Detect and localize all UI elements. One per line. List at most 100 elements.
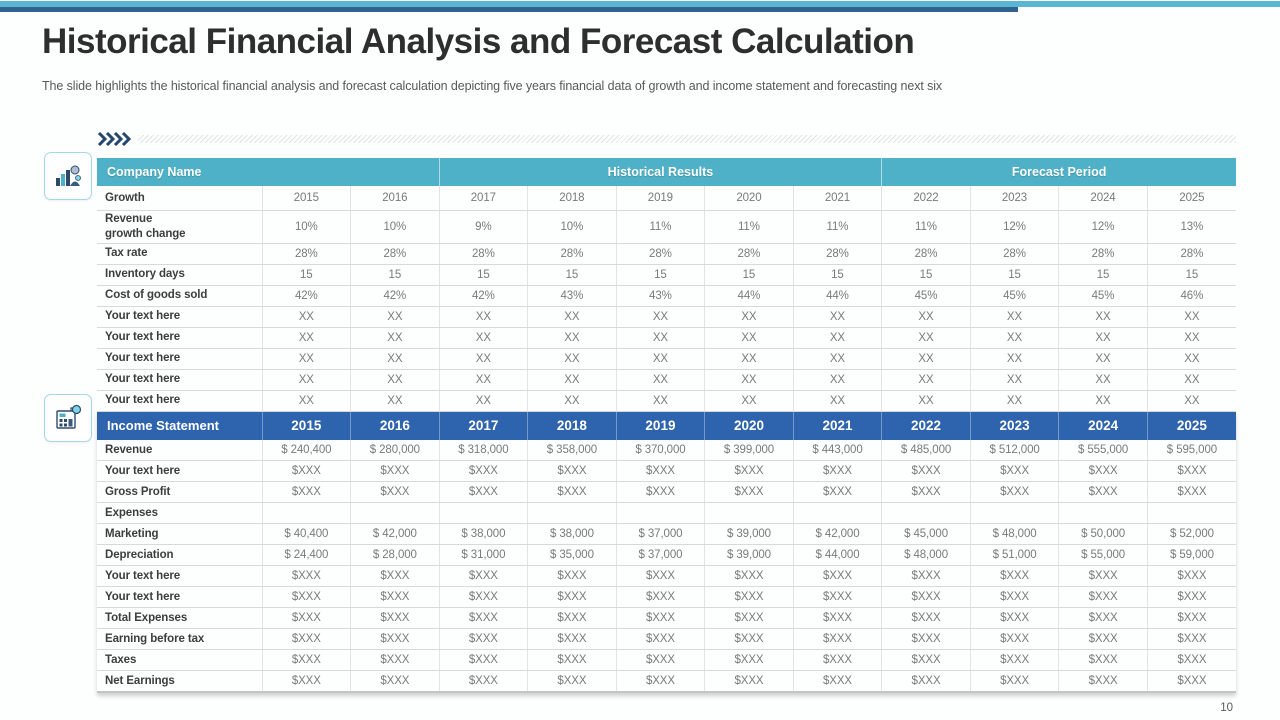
value-cell: $ 31,000 — [438, 544, 528, 566]
value-cell: $XXX — [969, 565, 1059, 587]
row-label: Total Expenses — [97, 607, 263, 629]
value-cell: XX — [438, 306, 528, 328]
value-cell: 10% — [261, 210, 351, 244]
value-cell: XX — [1058, 327, 1148, 349]
value-cell: $XXX — [615, 586, 705, 608]
value-cell — [792, 502, 882, 524]
value-cell: $XXX — [438, 586, 528, 608]
value-cell: 15 — [615, 264, 705, 286]
value-cell — [615, 502, 705, 524]
row-label: Inventory days — [97, 264, 263, 286]
table-row: Your text here $XXX $XXX $XXX $XXX $XXX $XXX $X… — [97, 586, 1236, 608]
value-cell: $XXX — [350, 649, 440, 671]
value-cell: 15 — [881, 264, 971, 286]
growth-table-body: Growth 2015 2016 2017 2018 2019 2020 2021 2022 20… — [97, 186, 1236, 412]
table-row: Tax rate 28% 28% 28% 28% 28% 28% 28% 28% 28% 28% 28… — [97, 243, 1236, 265]
income-table-header-row: Income Statement 2015 2016 2017 2018 2019 202… — [97, 411, 1236, 440]
year-cell: 2018 — [527, 186, 617, 211]
value-cell: $XXX — [969, 481, 1059, 503]
value-cell: $XXX — [1146, 628, 1236, 650]
value-cell: $XXX — [261, 628, 351, 650]
row-label: Revenue — [97, 439, 263, 461]
table-section-header-company: Company Name — [97, 158, 440, 186]
value-cell: $XXX — [1146, 460, 1236, 482]
growth-table-header-row: Company Name Historical Results Forecast… — [97, 158, 1236, 186]
value-cell: $XXX — [704, 460, 794, 482]
table-row: Revenue growth change 10% 10% 9% 10% 11% 11% 11… — [97, 210, 1236, 244]
value-cell: $XXX — [527, 481, 617, 503]
row-label: Earning before tax — [97, 628, 263, 650]
value-cell: 11% — [792, 210, 882, 244]
value-cell: $XXX — [881, 649, 971, 671]
table-row: Total Expenses $XXX $XXX $XXX $XXX $XXX $XXX $X… — [97, 607, 1236, 629]
value-cell: 28% — [704, 243, 794, 265]
value-cell: $ 52,000 — [1146, 523, 1236, 545]
row-label: Depreciation — [97, 544, 263, 566]
value-cell: $ 555,000 — [1058, 439, 1148, 461]
page-subtitle: The slide highlights the historical fina… — [42, 79, 943, 93]
row-label: Your text here — [97, 390, 263, 412]
value-cell: XX — [261, 390, 351, 412]
row-label: Your text here — [97, 565, 263, 587]
value-cell: $XXX — [615, 481, 705, 503]
value-cell: 45% — [1058, 285, 1148, 307]
row-label: Expenses — [97, 502, 263, 524]
growth-analysis-icon — [44, 152, 92, 200]
value-cell: $XXX — [1058, 565, 1148, 587]
value-cell: 28% — [527, 243, 617, 265]
year-header-cell: 2017 — [438, 411, 528, 440]
value-cell: $XXX — [527, 628, 617, 650]
value-cell: 13% — [1146, 210, 1236, 244]
value-cell: 15 — [792, 264, 882, 286]
value-cell: 46% — [1146, 285, 1236, 307]
table-row: Gross Profit $XXX $XXX $XXX $XXX $XXX $XXX $XXX… — [97, 481, 1236, 503]
value-cell: XX — [969, 327, 1059, 349]
value-cell: $XXX — [1058, 607, 1148, 629]
row-label: Your text here — [97, 586, 263, 608]
value-cell: $XXX — [438, 628, 528, 650]
value-cell: XX — [792, 327, 882, 349]
value-cell: XX — [615, 390, 705, 412]
value-cell: 42% — [438, 285, 528, 307]
value-cell: XX — [704, 327, 794, 349]
value-cell: $XXX — [1058, 628, 1148, 650]
value-cell: $ 48,000 — [969, 523, 1059, 545]
value-cell: $XXX — [350, 481, 440, 503]
value-cell: $XXX — [881, 607, 971, 629]
year-header-cell: 2023 — [969, 411, 1059, 440]
table-row: Your text here XX XX XX XX XX XX XX XX XX XX XX — [97, 369, 1236, 391]
value-cell — [881, 502, 971, 524]
value-cell: $XXX — [438, 481, 528, 503]
row-label: Net Earnings — [97, 670, 263, 693]
value-cell: $XXX — [350, 586, 440, 608]
table-row: Your text here XX XX XX XX XX XX XX XX XX XX XX — [97, 348, 1236, 370]
value-cell: $XXX — [350, 607, 440, 629]
value-cell: $XXX — [615, 628, 705, 650]
year-header-cell: 2015 — [261, 411, 351, 440]
value-cell: $XXX — [527, 460, 617, 482]
value-cell: $XXX — [1058, 460, 1148, 482]
value-cell: $XXX — [615, 670, 705, 693]
value-cell: $ 370,000 — [615, 439, 705, 461]
value-cell: $ 51,000 — [969, 544, 1059, 566]
value-cell: $XXX — [969, 607, 1059, 629]
value-cell: XX — [350, 306, 440, 328]
value-cell: $XXX — [1146, 607, 1236, 629]
value-cell: $XXX — [881, 481, 971, 503]
value-cell: 15 — [438, 264, 528, 286]
value-cell: $XXX — [615, 565, 705, 587]
value-cell: XX — [792, 348, 882, 370]
value-cell — [527, 502, 617, 524]
table-row: Net Earnings $XXX $XXX $XXX $XXX $XXX $XXX $XXX… — [97, 670, 1236, 693]
value-cell: $ 37,000 — [615, 523, 705, 545]
value-cell: $XXX — [792, 670, 882, 693]
chevrons-icon — [97, 132, 132, 146]
value-cell: 42% — [261, 285, 351, 307]
value-cell: XX — [881, 390, 971, 412]
value-cell: $XXX — [261, 607, 351, 629]
value-cell — [969, 502, 1059, 524]
table-row: Expenses — [97, 502, 1236, 524]
row-label: Gross Profit — [97, 481, 263, 503]
divider-decoration — [97, 131, 1236, 147]
